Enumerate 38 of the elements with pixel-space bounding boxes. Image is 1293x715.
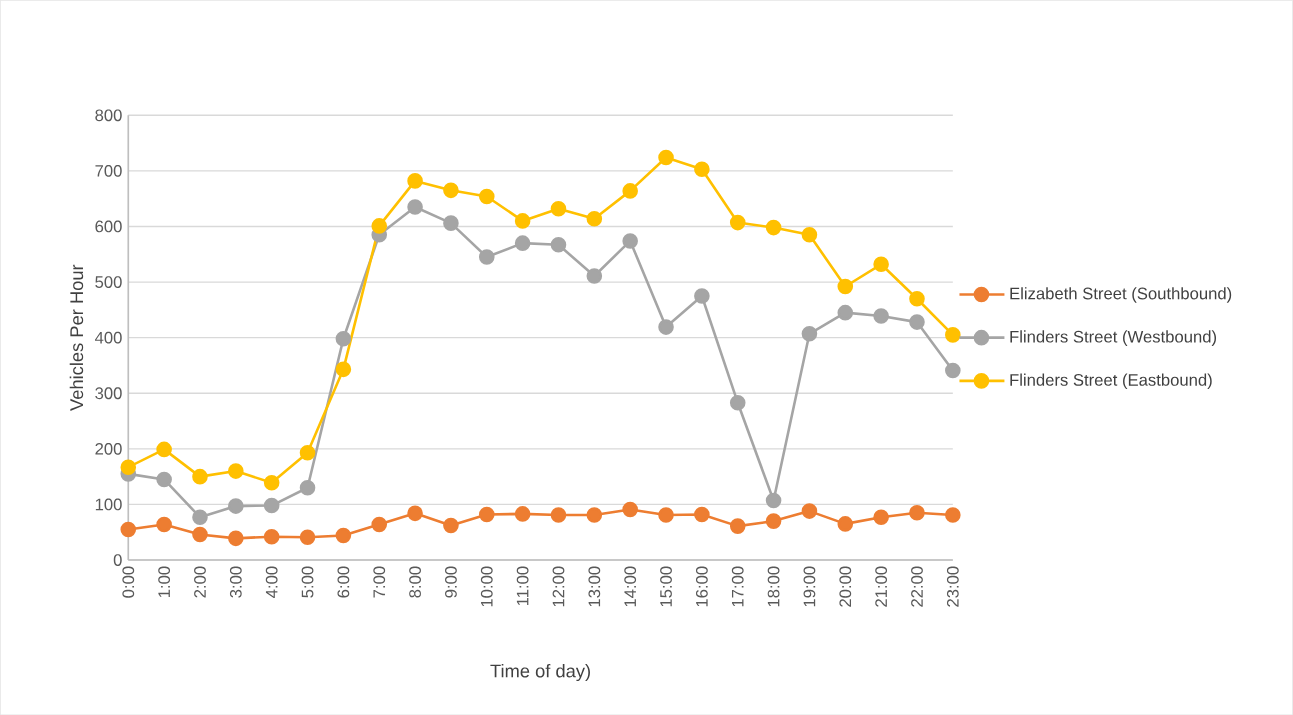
y-axis-title: Vehicles Per Hour bbox=[69, 264, 84, 411]
y-tick-label: 200 bbox=[95, 442, 122, 455]
x-tick-label: 5:00 bbox=[301, 566, 314, 598]
x-tick-label: 23:00 bbox=[946, 566, 959, 607]
x-tick-label: 18:00 bbox=[767, 566, 780, 607]
x-tick-label: 14:00 bbox=[624, 566, 637, 607]
x-tick-label: 15:00 bbox=[660, 566, 672, 607]
x-tick-label: 22:00 bbox=[911, 566, 923, 607]
x-tick-label: 4:00 bbox=[265, 566, 278, 598]
x-tick-label: 21:00 bbox=[875, 566, 888, 607]
y-tick-label: 600 bbox=[95, 220, 122, 233]
x-tick-label: 10:00 bbox=[480, 566, 493, 607]
y-tick-label: 0 bbox=[113, 554, 122, 566]
x-tick-label: 3:00 bbox=[229, 566, 242, 598]
x-tick-label: 20:00 bbox=[839, 566, 852, 607]
x-tick-label: 6:00 bbox=[337, 566, 350, 598]
x-tick-label: 8:00 bbox=[409, 566, 421, 598]
x-tick-label: 1:00 bbox=[158, 566, 171, 597]
legend-label: Flinders Street (Westbound) bbox=[1010, 330, 1217, 346]
x-tick-label: 19:00 bbox=[803, 566, 816, 607]
x-tick-label: 16:00 bbox=[695, 566, 708, 607]
x-tick-label: 17:00 bbox=[731, 566, 744, 607]
x-tick-label: 13:00 bbox=[588, 566, 601, 607]
y-tick-label: 300 bbox=[95, 387, 122, 399]
x-tick-label: 12:00 bbox=[552, 566, 565, 607]
y-tick-label: 400 bbox=[94, 331, 122, 344]
x-tick-label: 2:00 bbox=[194, 566, 206, 598]
x-axis-title: Time of day) bbox=[490, 663, 590, 681]
legend-label: Flinders Street (Eastbound) bbox=[1010, 373, 1212, 389]
y-tick-label: 700 bbox=[95, 164, 122, 177]
x-tick-label: 0:00 bbox=[122, 566, 135, 598]
y-tick-label: 800 bbox=[95, 109, 122, 122]
legend-label: Elizabeth Street (Southbound) bbox=[1010, 287, 1232, 303]
y-tick-label: 100 bbox=[95, 498, 122, 511]
y-tick-label: 500 bbox=[95, 276, 122, 288]
x-tick-label: 7:00 bbox=[373, 566, 386, 598]
x-tick-label: 9:00 bbox=[445, 566, 457, 598]
x-tick-label: 11:00 bbox=[516, 566, 529, 605]
